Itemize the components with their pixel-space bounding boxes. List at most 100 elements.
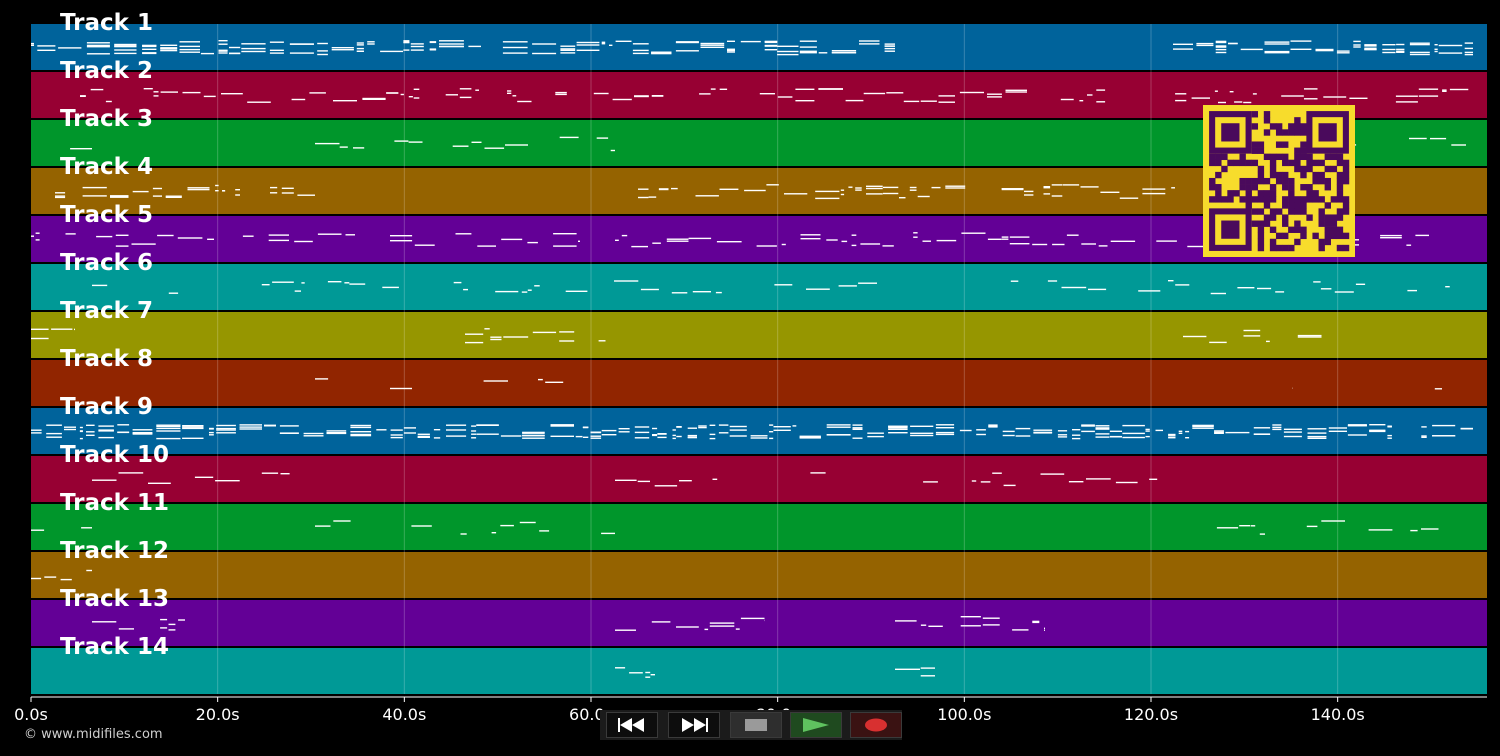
note-mark: [1434, 50, 1438, 53]
qr-module: [1312, 171, 1319, 179]
note-mark: [356, 42, 364, 44]
note-mark: [241, 43, 266, 45]
note-mark: [960, 616, 981, 618]
note-mark: [615, 667, 626, 669]
note-mark: [1297, 336, 1322, 338]
note-mark: [179, 48, 200, 51]
note-mark: [46, 432, 62, 435]
note-mark: [1307, 435, 1327, 438]
track-label-1: Track 1: [60, 10, 153, 36]
qr-module: [1282, 202, 1289, 209]
play-button[interactable]: [790, 712, 842, 738]
qr-module: [1251, 147, 1259, 154]
note-mark: [1057, 434, 1068, 436]
note-mark: [1409, 42, 1430, 44]
qr-module: [1239, 196, 1246, 203]
qr-module: [1257, 238, 1265, 246]
qr-module: [1288, 226, 1295, 233]
note-mark: [1464, 53, 1473, 56]
qr-module: [1227, 190, 1234, 197]
note-mark: [1382, 44, 1396, 46]
note-mark: [160, 627, 168, 629]
note-mark: [1051, 184, 1063, 186]
qr-module: [1215, 153, 1222, 161]
note-mark: [165, 195, 182, 197]
note-mark: [1109, 435, 1122, 438]
note-mark: [838, 285, 857, 287]
qr-module: [1209, 177, 1216, 185]
note-mark: [612, 98, 632, 101]
qr-module: [1275, 232, 1283, 240]
note-mark: [131, 243, 156, 245]
qr-module: [1330, 153, 1338, 161]
note-mark: [1057, 430, 1068, 432]
note-mark: [1173, 48, 1193, 50]
note-mark: [1369, 424, 1386, 426]
qr-code-image: [1203, 105, 1355, 257]
note-mark: [1409, 51, 1430, 54]
fast-forward-button[interactable]: [668, 712, 720, 738]
note-mark: [750, 435, 768, 437]
note-mark: [841, 240, 848, 243]
note-mark: [269, 49, 284, 51]
qr-module: [1288, 129, 1295, 136]
note-mark: [1396, 51, 1405, 53]
note-mark: [168, 629, 176, 631]
rewind-button[interactable]: [606, 712, 658, 738]
track-label-3: Track 3: [60, 106, 153, 132]
note-mark: [1175, 93, 1187, 95]
note-mark: [799, 46, 817, 48]
note-mark: [417, 436, 430, 438]
qr-module: [1306, 214, 1313, 221]
note-mark: [1119, 197, 1139, 199]
note-mark: [179, 45, 200, 48]
note-mark: [826, 239, 838, 241]
note-mark: [439, 43, 464, 45]
note-mark: [651, 52, 672, 55]
note-mark: [500, 524, 514, 527]
qr-module: [1269, 190, 1277, 197]
note-mark: [303, 435, 324, 437]
fast-forward-icon: [682, 718, 708, 732]
note-mark: [899, 197, 906, 199]
note-mark: [96, 235, 113, 238]
qr-module: [1300, 123, 1307, 130]
note-mark: [280, 473, 290, 475]
note-mark: [182, 425, 204, 427]
qr-module: [1251, 111, 1259, 118]
qr-module: [1324, 177, 1331, 185]
note-mark: [866, 193, 883, 195]
note-mark: [1196, 44, 1214, 47]
note-mark: [1040, 473, 1065, 475]
note-mark: [884, 45, 895, 47]
note-mark: [575, 435, 583, 438]
record-button[interactable]: [850, 712, 902, 738]
note-mark: [239, 424, 262, 426]
note-mark: [709, 622, 735, 624]
note-mark: [1024, 194, 1034, 196]
note-mark: [46, 436, 62, 438]
note-mark: [1438, 44, 1463, 47]
note-mark: [671, 292, 688, 294]
note-mark: [621, 234, 628, 237]
note-mark: [44, 576, 57, 578]
note-mark: [1395, 95, 1418, 97]
note-mark: [700, 44, 725, 46]
qr-module: [1288, 177, 1295, 185]
qr-module: [1336, 208, 1344, 215]
track-label-2: Track 2: [60, 58, 153, 84]
note-mark: [1032, 621, 1040, 624]
qr-module: [1294, 220, 1301, 227]
stop-button[interactable]: [730, 712, 782, 738]
note-mark: [652, 242, 661, 244]
note-mark: [1047, 280, 1058, 282]
qr-module: [1251, 184, 1259, 191]
track-lane-11: [31, 504, 1487, 550]
note-mark: [800, 238, 821, 240]
note-mark: [840, 189, 845, 191]
note-mark: [80, 95, 86, 97]
note-mark: [1142, 192, 1166, 195]
note-mark: [517, 100, 532, 103]
note-mark: [459, 88, 472, 90]
note-mark: [156, 425, 181, 428]
